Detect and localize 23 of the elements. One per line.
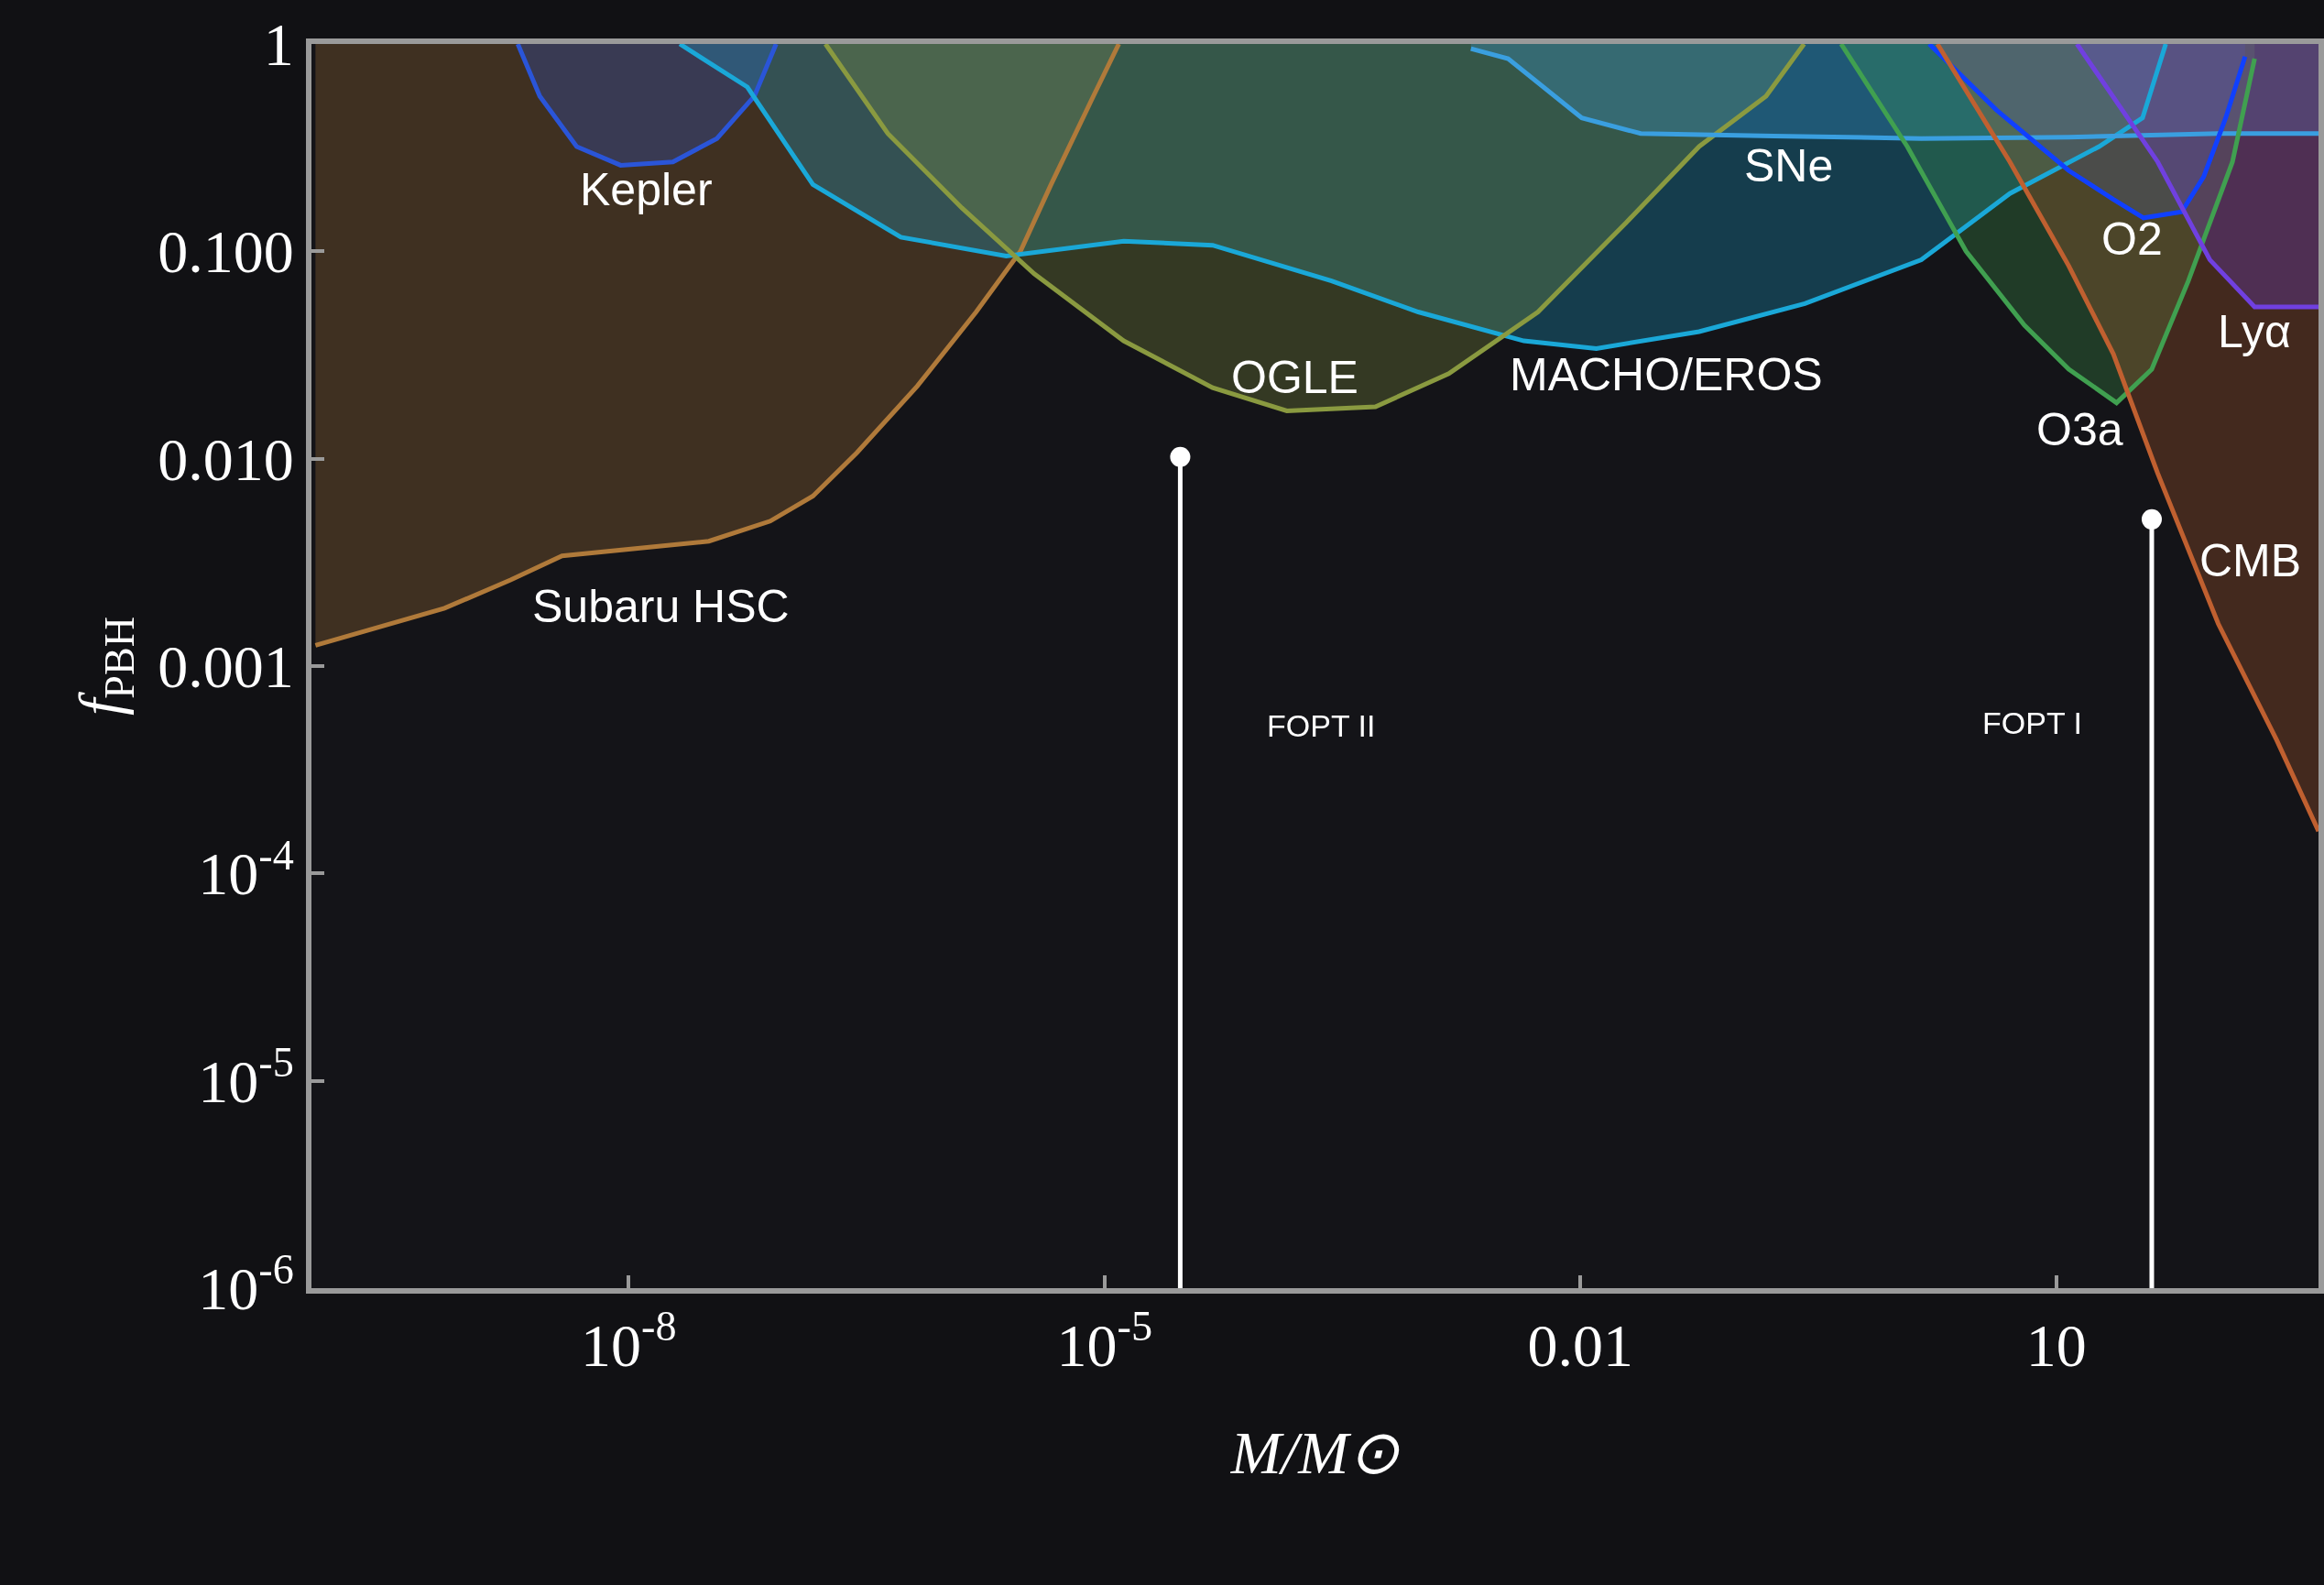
y-tick-label: 1 bbox=[263, 11, 294, 79]
series-label: Subaru HSC bbox=[532, 581, 790, 632]
y-tick-label: 10$^{-4}$ bbox=[198, 831, 294, 908]
series-label: SNe bbox=[1744, 140, 1834, 191]
series-label: O2 bbox=[2101, 213, 2163, 265]
x-tick-label: 10$^{-8}$ bbox=[581, 1303, 677, 1380]
series-label: O3a bbox=[2036, 404, 2123, 455]
series-label: Lyα bbox=[2218, 306, 2291, 357]
x-tick-label: 0.01 bbox=[1527, 1312, 1634, 1380]
y-tick-label: 0.001 bbox=[158, 633, 294, 701]
series-label: OGLE bbox=[1231, 352, 1358, 403]
annotation: FOPT II bbox=[1267, 708, 1376, 743]
x-tick-label: 10 bbox=[2025, 1312, 2087, 1380]
x-tick-label: 10$^{-5}$ bbox=[1056, 1303, 1153, 1380]
y-tick-label: 10$^{-6}$ bbox=[198, 1246, 294, 1323]
y-tick-label: 10$^{-5}$ bbox=[198, 1039, 294, 1115]
x-axis-title: M/M⊙ bbox=[1229, 1419, 1401, 1487]
series-label: MACHO/EROS bbox=[1510, 349, 1823, 400]
y-tick-label: 0.010 bbox=[158, 425, 294, 493]
series-label: Kepler bbox=[580, 164, 713, 215]
y-tick-label: 0.100 bbox=[158, 218, 294, 286]
series-label: CMB bbox=[2199, 535, 2302, 586]
annotation: FOPT I bbox=[1982, 705, 2082, 740]
